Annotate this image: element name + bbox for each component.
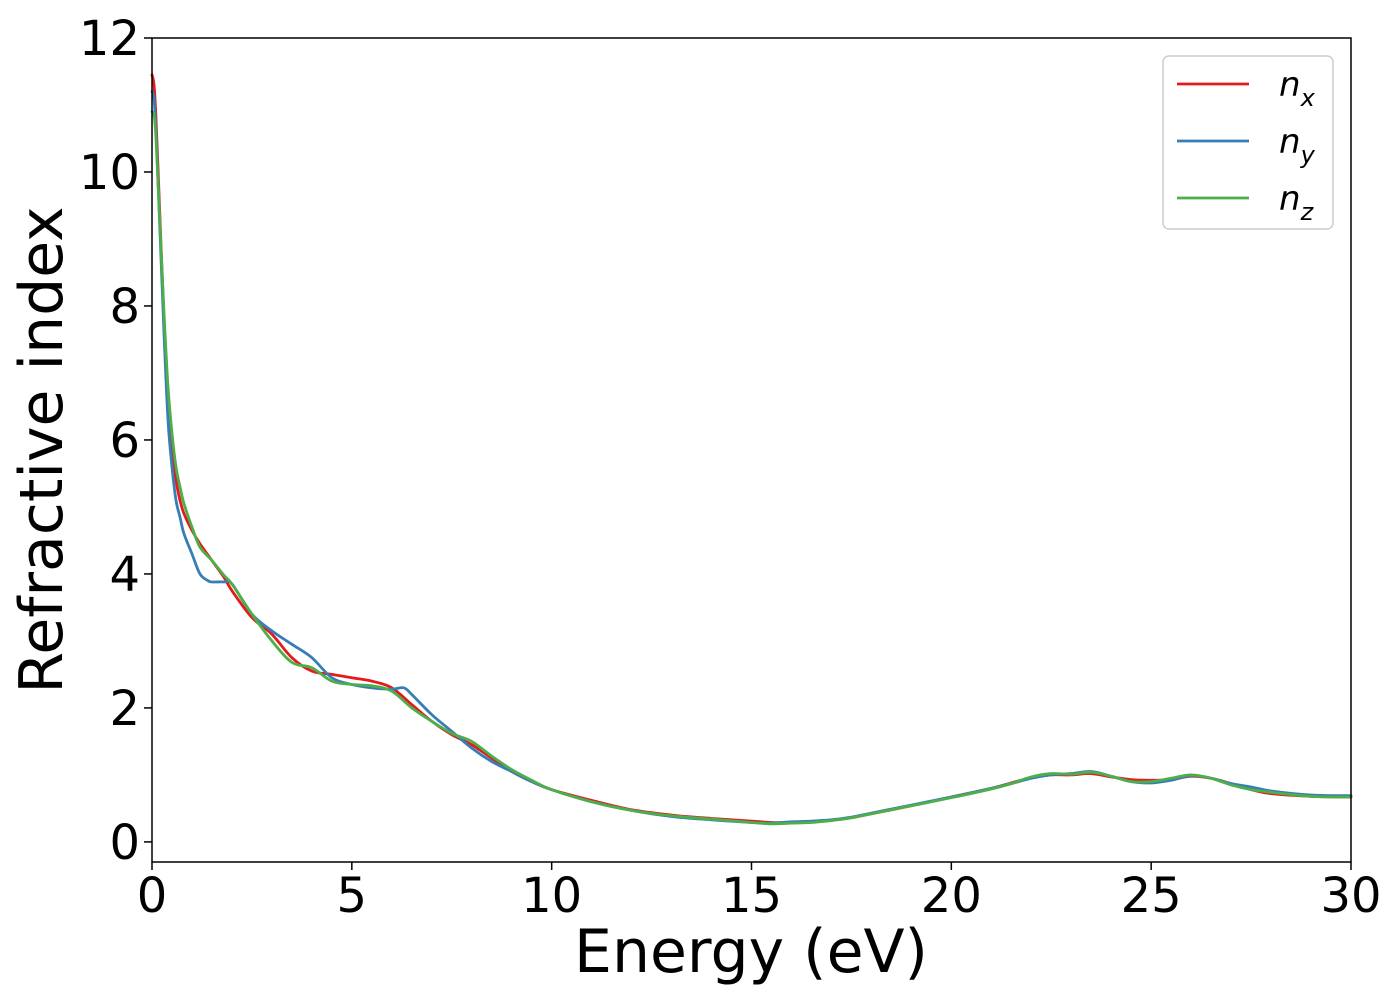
y-tick-label: 4: [109, 547, 140, 603]
y-tick-label: 6: [109, 413, 140, 469]
series-line-nz: [150, 110, 1353, 826]
legend-label-ny: ny: [1279, 122, 1316, 169]
y-axis-label: Refractive index: [7, 206, 77, 693]
x-tick-label: 5: [337, 868, 368, 924]
y-axis-ticks: 0 2 4 6 8 10 12: [79, 11, 152, 871]
series-layer: [150, 73, 1353, 826]
legend: nx ny nz: [1162, 55, 1334, 230]
x-tick-label: 0: [137, 868, 168, 924]
y-tick-label: 0: [109, 815, 140, 871]
legend-box: [1162, 55, 1334, 230]
y-tick-label: 10: [79, 145, 140, 201]
y-tick-label: 2: [109, 681, 140, 737]
x-tick-label: 10: [521, 868, 582, 924]
y-tick-label: 8: [109, 279, 140, 335]
x-tick-label: 20: [921, 868, 982, 924]
x-axis-ticks: 0 5 10 15 20 25 30: [137, 862, 1382, 924]
x-tick-label: 15: [721, 868, 782, 924]
x-axis-label: Energy (eV): [574, 917, 928, 987]
legend-label-nx: nx: [1279, 65, 1316, 112]
x-tick-label: 30: [1320, 868, 1381, 924]
x-tick-label: 25: [1121, 868, 1182, 924]
legend-label-nz: nz: [1279, 179, 1315, 226]
y-tick-label: 12: [79, 11, 140, 67]
